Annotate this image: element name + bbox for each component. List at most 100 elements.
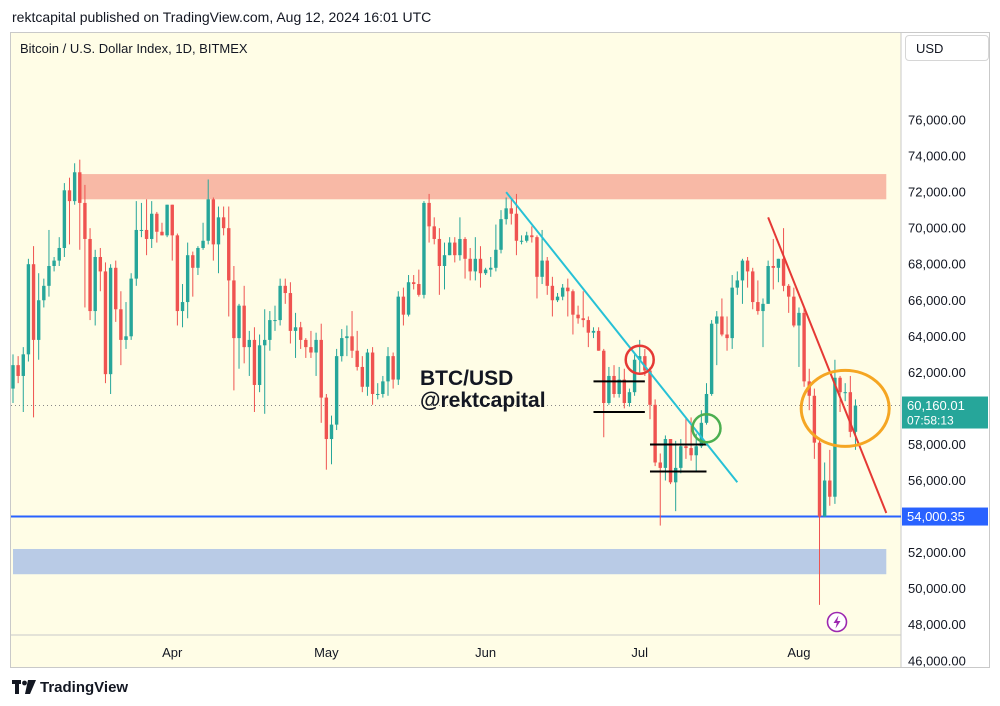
- candle-body: [509, 208, 513, 214]
- candle-body: [57, 247, 61, 261]
- candle-body: [555, 296, 560, 301]
- candle-body: [432, 226, 436, 239]
- candle-body: [329, 424, 334, 440]
- x-tick-label: Apr: [162, 645, 183, 660]
- y-tick-label: 66,000.00: [908, 293, 966, 308]
- candle-body: [822, 480, 827, 517]
- candle-body: [535, 237, 539, 277]
- candle-body: [797, 312, 801, 326]
- candle-body: [283, 285, 287, 294]
- candle-body: [88, 238, 92, 312]
- candle-body: [350, 336, 354, 351]
- candle-body: [581, 318, 585, 321]
- candle-body: [124, 336, 128, 340]
- candle-body: [478, 258, 483, 274]
- candle-body: [62, 190, 67, 248]
- candle-body: [730, 287, 734, 339]
- candle-body: [381, 381, 385, 394]
- candle-body: [406, 282, 411, 315]
- support-price-label-bg: [902, 507, 988, 526]
- candle-body: [165, 204, 169, 236]
- candle-body: [52, 260, 56, 267]
- currency-button[interactable]: USD: [905, 35, 989, 61]
- candle-body: [114, 267, 118, 310]
- candle-body: [694, 446, 698, 456]
- candle-body: [437, 238, 442, 267]
- candle-body: [93, 256, 97, 312]
- candle-body: [735, 280, 740, 288]
- candle-body: [853, 405, 858, 432]
- candle-body: [268, 320, 272, 340]
- y-tick-label: 62,000.00: [908, 365, 966, 380]
- candle-body: [447, 242, 452, 256]
- candle-body: [715, 316, 719, 324]
- support-price-label: 54,000.35: [907, 509, 965, 524]
- candle-body: [540, 260, 544, 277]
- candle-body: [144, 229, 149, 239]
- candle-body: [704, 393, 709, 423]
- candle-body: [119, 309, 123, 340]
- chart-watermark: BTC/USD @rektcapital: [420, 368, 546, 412]
- candle-body: [47, 266, 51, 286]
- candle-body: [237, 305, 241, 339]
- candle-body: [155, 213, 159, 232]
- candle-body: [453, 242, 457, 256]
- candle-body: [31, 264, 36, 340]
- candle-body: [499, 219, 503, 250]
- candle-body: [175, 235, 180, 312]
- candle-body: [273, 320, 277, 322]
- candle-body: [242, 305, 246, 348]
- candle-body: [26, 264, 31, 355]
- y-tick-label: 74,000.00: [908, 149, 966, 164]
- red-highlight-circle: [624, 344, 655, 375]
- x-tick-label: Aug: [787, 645, 810, 660]
- y-tick-label: 52,000.00: [908, 545, 966, 560]
- lightning-bolt-icon[interactable]: [826, 611, 848, 633]
- candle-body: [622, 379, 627, 403]
- candle-body: [720, 316, 724, 335]
- candle-body: [689, 448, 693, 456]
- candle-body: [293, 327, 298, 331]
- candle-body: [586, 320, 591, 333]
- candle-body: [304, 339, 308, 348]
- watermark-line-2: @rektcapital: [420, 389, 546, 412]
- candle-body: [149, 213, 154, 239]
- candle-body: [129, 278, 133, 337]
- candle-body: [751, 271, 755, 303]
- candle-body: [21, 354, 25, 376]
- candle-body: [386, 356, 390, 382]
- candle-body: [489, 267, 493, 270]
- candle-body: [442, 255, 447, 267]
- candle-body: [458, 238, 462, 256]
- price-scale-background: [901, 33, 989, 667]
- tradingview-logo-icon: [12, 680, 36, 694]
- candle-body: [355, 350, 359, 367]
- candle-body: [78, 172, 82, 203]
- candle-body: [596, 330, 601, 351]
- candle-body: [263, 339, 267, 346]
- candle-body: [98, 256, 103, 272]
- y-tick-label: 46,000.00: [908, 653, 966, 667]
- candle-body: [360, 366, 365, 387]
- candle-body: [365, 352, 370, 387]
- candle-body: [653, 404, 657, 463]
- candle-body: [550, 285, 555, 301]
- orange-highlight-circle: [799, 368, 891, 448]
- candle-body: [828, 480, 832, 497]
- candle-body: [848, 392, 853, 432]
- candle-body: [324, 397, 329, 440]
- candle-body: [525, 235, 529, 241]
- candle-body: [463, 238, 467, 259]
- y-tick-label: 50,000.00: [908, 581, 966, 596]
- candle-body: [309, 347, 313, 353]
- current-price-label: 60,160.01: [907, 398, 965, 413]
- symbol-title: Bitcoin / U.S. Dollar Index, 1D, BITMEX: [20, 41, 248, 56]
- candle-body: [638, 356, 642, 360]
- candle-body: [673, 467, 678, 483]
- candle-body: [72, 172, 77, 202]
- candle-body: [545, 260, 549, 286]
- candlestick-chart[interactable]: 46,000.00 48,000.00 50,000.00 52,000.00 54,0…: [11, 33, 989, 667]
- green-highlight-circle: [691, 412, 722, 444]
- candle-body: [232, 280, 236, 339]
- candle-body: [776, 258, 781, 268]
